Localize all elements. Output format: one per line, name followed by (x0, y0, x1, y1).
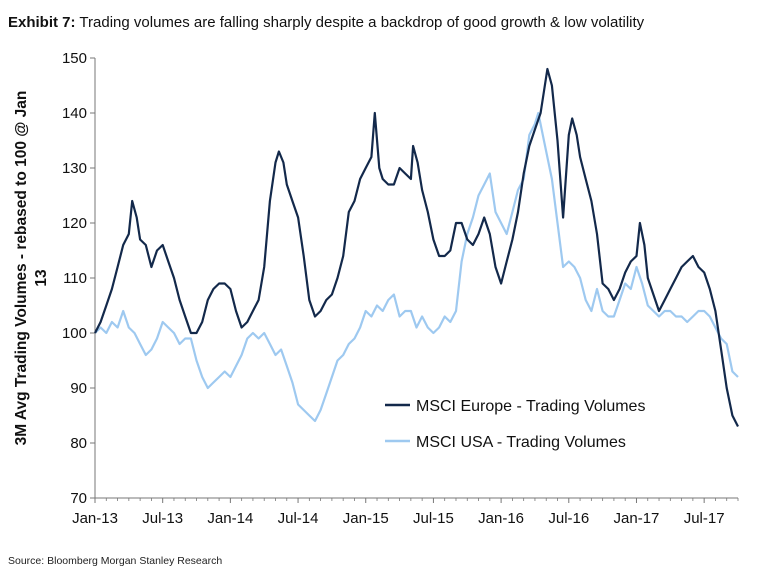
y-tick-label: 90 (70, 380, 87, 397)
series-lines (94, 67, 739, 427)
y-axis-title-line-1: 3M Avg Trading Volumes - rebased to 100 … (13, 91, 30, 446)
y-axis-title-line-2: 13 (33, 269, 50, 287)
x-tick-label: Jul-15 (413, 510, 454, 527)
y-tick-label: 150 (62, 50, 87, 67)
y-tick-label: 70 (70, 490, 87, 507)
y-ticks: 70 80 90 100 110 120 130 140 150 (62, 50, 95, 507)
x-tick-label: Jul-13 (142, 510, 183, 527)
exhibit-label: Exhibit 7: (8, 14, 76, 31)
legend-europe-label: MSCI Europe - Trading Volumes (416, 398, 645, 415)
legend-usa-label: MSCI USA - Trading Volumes (416, 434, 626, 451)
y-tick-label: 130 (62, 160, 87, 177)
x-tick-label: Jan-15 (343, 510, 389, 527)
y-tick-label: 80 (70, 435, 87, 452)
x-tick-label: Jan-17 (614, 510, 660, 527)
series-line-usa (94, 111, 739, 423)
x-tick-label: Jan-13 (72, 510, 118, 527)
x-tick-label: Jul-14 (278, 510, 319, 527)
legend: MSCI Europe - Trading Volumes MSCI USA - … (385, 398, 645, 451)
x-tick-label: Jan-16 (478, 510, 524, 527)
series-line-europe (94, 67, 739, 427)
x-tick-label: Jan-14 (207, 510, 253, 527)
x-ticks: Jan-13 Jul-13 Jan-14 Jul-14 Jan-15 Jul-15 Jan-… (72, 498, 739, 527)
y-tick-label: 140 (62, 105, 87, 122)
exhibit-text: Trading volumes are falling sharply desp… (79, 14, 645, 31)
x-tick-label: Jul-16 (548, 510, 589, 527)
x-tick-label: Jul-17 (684, 510, 725, 527)
exhibit-title: Exhibit 7: Trading volumes are falling s… (8, 14, 644, 31)
y-tick-label: 110 (63, 270, 87, 287)
y-tick-label: 100 (62, 325, 87, 342)
y-axis-label: 3M Avg Trading Volumes - rebased to 100 … (13, 91, 50, 446)
y-tick-label: 120 (62, 215, 87, 232)
source-note: Source: Bloomberg Morgan Stanley Researc… (8, 555, 223, 567)
axes (94, 58, 738, 499)
